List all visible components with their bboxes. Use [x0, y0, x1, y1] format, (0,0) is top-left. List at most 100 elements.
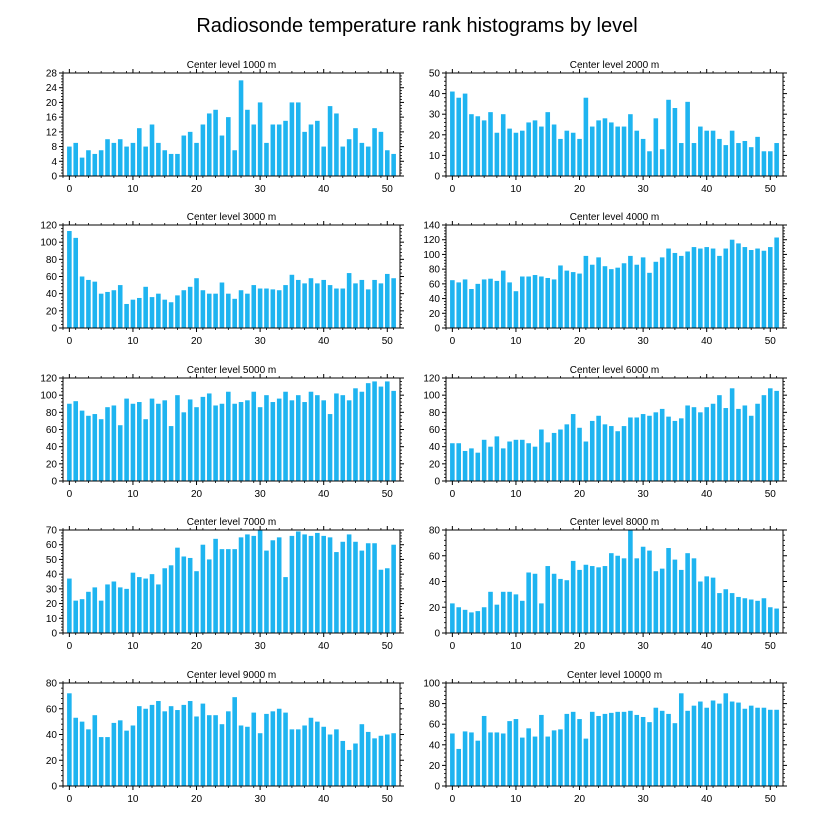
bar — [462, 609, 468, 633]
bar — [520, 276, 525, 328]
bar — [340, 541, 346, 633]
x-tick-label: 10 — [127, 489, 139, 500]
bar — [295, 395, 301, 481]
bar — [698, 581, 703, 633]
bar — [334, 729, 339, 786]
bar — [213, 538, 218, 633]
bar — [500, 448, 506, 481]
bar — [589, 566, 595, 633]
bar — [621, 426, 627, 481]
bar — [181, 556, 187, 633]
x-tick-label: 0 — [67, 641, 73, 652]
bar — [302, 534, 307, 633]
bar — [353, 541, 358, 633]
bar — [659, 149, 665, 176]
y-tick-label: 100 — [423, 679, 440, 690]
y-tick-label: 80 — [46, 255, 58, 266]
bar — [79, 410, 85, 481]
bar — [456, 97, 462, 176]
y-tick-label: 100 — [40, 238, 57, 249]
bar — [67, 578, 72, 633]
bar — [704, 130, 709, 176]
bar — [577, 138, 582, 176]
bar — [353, 128, 358, 176]
bar — [79, 157, 85, 176]
bar — [698, 248, 703, 328]
bar — [666, 416, 671, 482]
bar — [105, 291, 110, 328]
bar — [774, 390, 779, 482]
bar — [321, 400, 326, 481]
bar — [321, 279, 326, 328]
bar — [494, 280, 500, 328]
bar — [602, 713, 608, 786]
bar — [92, 153, 98, 176]
bar — [659, 710, 665, 786]
bar — [621, 126, 627, 176]
bar — [391, 390, 396, 482]
bar — [334, 552, 339, 633]
bar — [117, 425, 123, 481]
bar — [583, 441, 589, 481]
bar — [678, 569, 684, 633]
bar — [698, 126, 703, 176]
bar — [384, 381, 390, 481]
bar — [723, 248, 729, 328]
bar — [659, 408, 665, 481]
y-tick-label: 40 — [429, 740, 441, 751]
bar — [86, 591, 91, 633]
bar — [532, 275, 538, 328]
bar — [334, 393, 339, 481]
bar — [507, 441, 512, 481]
bar — [456, 748, 462, 786]
bar — [162, 400, 168, 481]
bar — [359, 724, 365, 786]
y-tick-label: 100 — [40, 391, 57, 402]
bar — [353, 388, 358, 481]
bar — [539, 126, 544, 176]
bar — [264, 713, 269, 786]
y-tick-label: 0 — [51, 782, 57, 793]
x-tick-label: 10 — [510, 794, 522, 805]
y-tick-label: 24 — [46, 83, 58, 94]
bar — [117, 285, 123, 328]
y-tick-label: 60 — [429, 720, 441, 731]
bar — [723, 693, 729, 786]
bar — [73, 401, 79, 481]
bar — [194, 407, 199, 481]
bar — [156, 403, 161, 481]
panel-4: Center level 4000 m 0 20 40 60 80 100 120 140 0 10… — [423, 212, 787, 347]
bar — [365, 731, 371, 786]
y-tick-label: 60 — [429, 551, 441, 562]
bar — [257, 733, 263, 786]
bar — [372, 381, 377, 481]
bar — [98, 419, 104, 481]
bar — [507, 128, 512, 176]
y-tick-label: 0 — [51, 629, 57, 640]
bar — [577, 569, 582, 633]
bar — [507, 282, 512, 328]
bar — [219, 403, 225, 481]
bar — [73, 600, 79, 633]
bar — [384, 734, 390, 786]
bar — [672, 723, 678, 786]
bar — [647, 722, 652, 786]
bar — [640, 138, 646, 176]
bar — [365, 383, 371, 481]
bar — [130, 299, 136, 328]
plot-frame — [62, 529, 401, 634]
bar — [257, 407, 263, 481]
bar — [346, 400, 352, 481]
x-tick-label: 30 — [255, 184, 267, 195]
bar — [327, 734, 333, 786]
bar — [137, 297, 142, 328]
bar — [564, 424, 570, 481]
bar — [450, 443, 455, 481]
bar — [513, 594, 519, 634]
bar — [251, 712, 257, 786]
bar — [532, 573, 538, 633]
panel-title: Center level 2000 m — [570, 60, 660, 71]
bar — [602, 424, 608, 481]
bar — [289, 729, 295, 786]
bar — [520, 130, 525, 176]
